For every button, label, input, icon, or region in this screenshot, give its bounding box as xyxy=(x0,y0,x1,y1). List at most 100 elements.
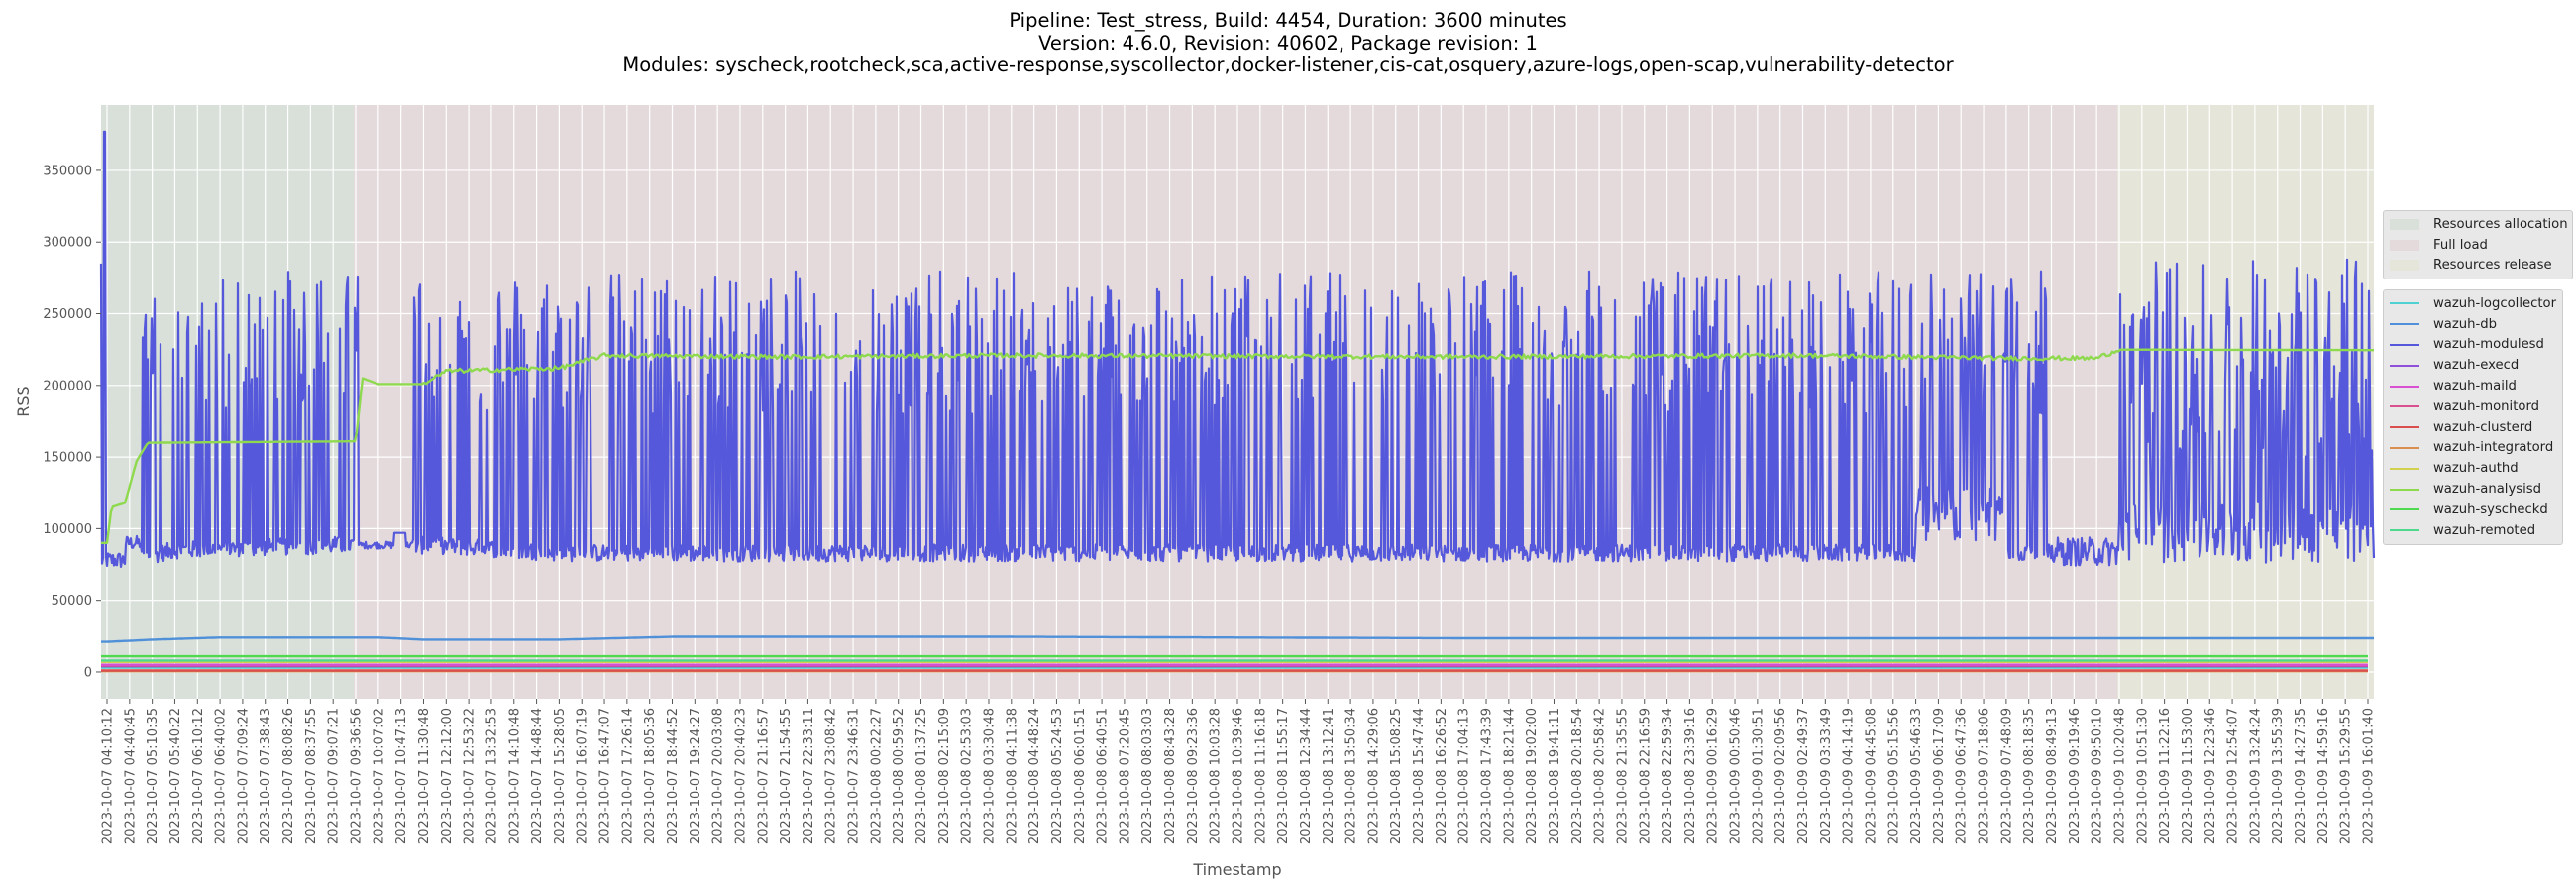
legend-line-swatch xyxy=(2390,446,2419,449)
legend-line-swatch xyxy=(2390,405,2419,408)
legend-item-wazuh-clusterd: wazuh-clusterd xyxy=(2384,417,2562,438)
y-tick-label: 0 xyxy=(84,665,92,680)
x-tick-label: 2023-10-09 06:47:36 xyxy=(1955,708,1970,844)
legend-line-swatch xyxy=(2390,508,2419,511)
x-tick-label: 2023-10-09 00:16:29 xyxy=(1706,708,1721,844)
legend-line-swatch xyxy=(2390,343,2419,346)
legend-label: wazuh-authd xyxy=(2433,461,2519,477)
legend-label: wazuh-syscheckd xyxy=(2433,502,2548,517)
x-tick-label: 2023-10-08 19:02:00 xyxy=(1525,708,1540,844)
legend-line-swatch xyxy=(2390,323,2419,326)
legend-item-wazuh-authd: wazuh-authd xyxy=(2384,458,2562,479)
legend-label: wazuh-logcollector xyxy=(2433,295,2557,311)
x-tick-label: 2023-10-07 18:05:36 xyxy=(643,708,658,844)
legend-item-wazuh-remoted: wazuh-remoted xyxy=(2384,520,2562,541)
legend-item-wazuh-integratord: wazuh-integratord xyxy=(2384,438,2562,459)
x-tick-label: 2023-10-07 10:47:13 xyxy=(394,708,409,844)
x-tick-label: 2023-10-09 10:20:48 xyxy=(2112,708,2127,844)
x-tick-label: 2023-10-07 08:08:26 xyxy=(281,708,296,844)
legend-item-wazuh-modulesd: wazuh-modulesd xyxy=(2384,335,2562,356)
legend-label: wazuh-execd xyxy=(2433,358,2520,374)
x-tick-label: 2023-10-07 11:30:48 xyxy=(417,708,432,844)
x-tick-label: 2023-10-08 06:01:51 xyxy=(1073,708,1088,844)
x-tick-label: 2023-10-07 23:46:31 xyxy=(847,708,862,844)
x-tick-label: 2023-10-07 12:53:22 xyxy=(463,708,478,844)
x-tick-label: 2023-10-07 07:09:24 xyxy=(236,708,251,844)
legend-line-swatch xyxy=(2390,467,2419,470)
x-tick-label: 2023-10-09 04:14:19 xyxy=(1842,708,1857,844)
y-axis: 0 50000 100000 150000 200000 250000 300000 3500… xyxy=(43,164,101,680)
x-tick-label: 2023-10-08 05:24:53 xyxy=(1050,708,1065,844)
x-tick-label: 2023-10-09 10:51:30 xyxy=(2135,708,2150,844)
chart-title: Pipeline: Test_stress, Build: 4454, Dura… xyxy=(0,9,2576,77)
x-tick-label: 2023-10-07 21:54:55 xyxy=(779,708,794,844)
x-tick-label: 2023-10-07 09:36:56 xyxy=(350,708,365,844)
swatch-full-load xyxy=(2390,239,2419,251)
x-tick-label: 2023-10-07 04:10:12 xyxy=(101,708,116,844)
legend-item-wazuh-syscheckd: wazuh-syscheckd xyxy=(2384,500,2562,520)
legend-label: wazuh-analysisd xyxy=(2433,482,2542,498)
x-tick-label: 2023-10-07 08:37:55 xyxy=(304,708,319,844)
x-tick-label: 2023-10-08 15:08:25 xyxy=(1389,708,1404,844)
legend-line-swatch xyxy=(2390,302,2419,305)
x-tick-label: 2023-10-07 14:10:48 xyxy=(507,708,522,844)
x-tick-label: 2023-10-08 00:22:27 xyxy=(869,708,884,844)
legend-line-swatch xyxy=(2390,364,2419,367)
phase-legend: Resources allocation Full load Resources… xyxy=(2383,210,2573,280)
x-tick-label: 2023-10-07 20:03:08 xyxy=(711,708,726,844)
x-tick-label: 2023-10-08 21:35:55 xyxy=(1615,708,1630,844)
x-tick-label: 2023-10-08 00:59:52 xyxy=(892,708,907,844)
x-tick-label: 2023-10-08 15:47:44 xyxy=(1412,708,1427,844)
x-tick-label: 2023-10-09 11:22:16 xyxy=(2158,708,2173,844)
x-tick-label: 2023-10-08 04:11:38 xyxy=(1005,708,1020,844)
legend-item-wazuh-logcollector: wazuh-logcollector xyxy=(2384,293,2562,314)
x-tick-label: 2023-10-07 12:12:00 xyxy=(440,708,455,844)
legend-label: wazuh-clusterd xyxy=(2433,419,2533,435)
x-tick-label: 2023-10-07 15:28:05 xyxy=(553,708,568,844)
legend-item-resources-release: Resources release xyxy=(2384,256,2572,277)
series-lines xyxy=(99,130,2376,673)
x-tick-label: 2023-10-08 08:03:03 xyxy=(1140,708,1155,844)
x-tick-label: 2023-10-08 03:30:48 xyxy=(982,708,997,844)
legend-line-swatch xyxy=(2390,385,2419,388)
x-tick-label: 2023-10-09 16:01:40 xyxy=(2362,708,2377,844)
x-tick-label: 2023-10-09 12:54:07 xyxy=(2226,708,2241,844)
process-legend: wazuh-logcollector wazuh-db wazuh-modulesd… xyxy=(2383,289,2563,545)
x-tick-label: 2023-10-07 16:07:19 xyxy=(576,708,590,844)
y-tick-label: 250000 xyxy=(43,307,92,322)
x-tick-label: 2023-10-09 13:55:39 xyxy=(2271,708,2286,844)
x-tick-label: 2023-10-08 06:40:51 xyxy=(1096,708,1111,844)
x-tick-label: 2023-10-09 04:45:08 xyxy=(1864,708,1878,844)
x-tick-label: 2023-10-08 09:23:36 xyxy=(1186,708,1201,844)
legend-item-full-load: Full load xyxy=(2384,235,2572,256)
legend-item-wazuh-maild: wazuh-maild xyxy=(2384,376,2562,396)
x-tick-label: 2023-10-08 14:29:06 xyxy=(1366,708,1381,844)
x-tick-label: 2023-10-08 23:39:16 xyxy=(1683,708,1698,844)
x-axis-title: Timestamp xyxy=(1192,860,1281,879)
legend-item-resources-allocation: Resources allocation xyxy=(2384,214,2572,235)
legend-line-swatch xyxy=(2390,426,2419,429)
legend-label: wazuh-modulesd xyxy=(2433,337,2544,353)
legend-label: wazuh-db xyxy=(2433,316,2498,332)
x-tick-label: 2023-10-09 07:48:09 xyxy=(1999,708,2014,844)
legend-label: wazuh-maild xyxy=(2433,379,2517,394)
x-tick-label: 2023-10-08 13:50:34 xyxy=(1344,708,1359,844)
title-line-version: Version: 4.6.0, Revision: 40602, Package… xyxy=(1038,31,1538,55)
x-tick-label: 2023-10-08 20:58:42 xyxy=(1593,708,1608,844)
x-tick-label: 2023-10-08 18:21:44 xyxy=(1502,708,1517,844)
x-tick-label: 2023-10-07 05:10:35 xyxy=(146,708,161,844)
legend-item-wazuh-db: wazuh-db xyxy=(2384,314,2562,335)
x-tick-label: 2023-10-07 19:24:27 xyxy=(689,708,703,844)
x-tick-label: 2023-10-07 07:38:43 xyxy=(259,708,273,844)
x-tick-label: 2023-10-08 22:16:59 xyxy=(1638,708,1653,844)
x-tick-label: 2023-10-09 15:29:55 xyxy=(2339,708,2354,844)
x-tick-label: 2023-10-09 13:24:24 xyxy=(2248,708,2263,844)
series-line xyxy=(101,348,2374,544)
x-tick-label: 2023-10-09 09:50:10 xyxy=(2091,708,2105,844)
x-tick-label: 2023-10-09 14:59:16 xyxy=(2316,708,2331,844)
y-tick-label: 300000 xyxy=(43,236,92,251)
y-tick-label: 150000 xyxy=(43,451,92,466)
legend-item-wazuh-execd: wazuh-execd xyxy=(2384,355,2562,376)
series-line xyxy=(101,635,2374,643)
x-tick-label: 2023-10-08 19:41:11 xyxy=(1548,708,1562,844)
